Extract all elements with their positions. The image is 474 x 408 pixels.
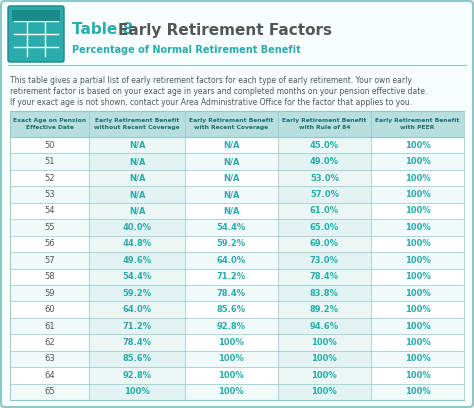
- Bar: [90, 219, 185, 236]
- Text: 100%: 100%: [311, 387, 337, 396]
- Text: N/A: N/A: [223, 157, 239, 166]
- Text: 89.2%: 89.2%: [310, 305, 339, 314]
- Text: 100%: 100%: [405, 190, 430, 199]
- Text: 100%: 100%: [405, 288, 430, 298]
- Bar: [10, 334, 464, 351]
- Bar: [90, 170, 185, 186]
- Text: 71.2%: 71.2%: [217, 272, 246, 281]
- Text: 100%: 100%: [405, 157, 430, 166]
- Text: 83.8%: 83.8%: [310, 288, 339, 298]
- Bar: [278, 351, 371, 367]
- Bar: [278, 252, 371, 268]
- Text: 59.2%: 59.2%: [217, 239, 246, 248]
- Bar: [90, 334, 185, 351]
- Text: 92.8%: 92.8%: [217, 322, 246, 330]
- Bar: [90, 367, 185, 384]
- Bar: [90, 318, 185, 334]
- Bar: [10, 318, 464, 334]
- Text: 53.0%: 53.0%: [310, 173, 339, 183]
- Text: Exact Age on Pension
Effective Date: Exact Age on Pension Effective Date: [13, 118, 86, 130]
- Text: 54: 54: [45, 206, 55, 215]
- Text: 45.0%: 45.0%: [310, 141, 339, 150]
- Text: N/A: N/A: [129, 157, 146, 166]
- Bar: [278, 318, 371, 334]
- Text: 64.0%: 64.0%: [123, 305, 152, 314]
- Text: 100%: 100%: [405, 387, 430, 396]
- Text: 61: 61: [45, 322, 55, 330]
- Text: 100%: 100%: [405, 256, 430, 265]
- Bar: [278, 367, 371, 384]
- Bar: [90, 203, 185, 219]
- Bar: [10, 351, 464, 367]
- Bar: [10, 186, 464, 203]
- Text: 100%: 100%: [405, 141, 430, 150]
- Text: 49.0%: 49.0%: [310, 157, 339, 166]
- Bar: [90, 236, 185, 252]
- Text: N/A: N/A: [129, 190, 146, 199]
- Text: 78.4%: 78.4%: [310, 272, 339, 281]
- Text: 100%: 100%: [405, 371, 430, 380]
- Bar: [10, 268, 464, 285]
- Text: 53: 53: [45, 190, 55, 199]
- Text: 54.4%: 54.4%: [122, 272, 152, 281]
- Text: 64.0%: 64.0%: [217, 256, 246, 265]
- Bar: [10, 302, 464, 318]
- Text: 50: 50: [45, 141, 55, 150]
- Bar: [10, 111, 464, 137]
- Text: 100%: 100%: [219, 387, 244, 396]
- Text: 57.0%: 57.0%: [310, 190, 339, 199]
- Text: 71.2%: 71.2%: [123, 322, 152, 330]
- Text: 100%: 100%: [405, 272, 430, 281]
- Text: N/A: N/A: [223, 173, 239, 183]
- Text: N/A: N/A: [223, 141, 239, 150]
- Text: Early Retirement Benefit
without Recent Coverage: Early Retirement Benefit without Recent …: [94, 118, 180, 130]
- Text: 100%: 100%: [219, 338, 244, 347]
- Text: 92.8%: 92.8%: [123, 371, 152, 380]
- Text: 100%: 100%: [405, 322, 430, 330]
- Text: 100%: 100%: [124, 387, 150, 396]
- Text: Early Retirement Benefit
with Recent Coverage: Early Retirement Benefit with Recent Cov…: [189, 118, 273, 130]
- Bar: [90, 252, 185, 268]
- Text: 55: 55: [45, 223, 55, 232]
- Bar: [12, 10, 60, 21]
- Bar: [10, 252, 464, 268]
- Text: 100%: 100%: [219, 355, 244, 364]
- Text: 100%: 100%: [311, 371, 337, 380]
- Text: Early Retirement Benefit
with Rule of 84: Early Retirement Benefit with Rule of 84: [282, 118, 366, 130]
- Bar: [278, 219, 371, 236]
- Bar: [278, 384, 371, 400]
- Bar: [278, 203, 371, 219]
- Text: 100%: 100%: [405, 355, 430, 364]
- Text: 52: 52: [45, 173, 55, 183]
- Text: 100%: 100%: [219, 371, 244, 380]
- Text: 100%: 100%: [405, 305, 430, 314]
- Text: 58: 58: [45, 272, 55, 281]
- Bar: [90, 186, 185, 203]
- Text: 69.0%: 69.0%: [310, 239, 339, 248]
- Bar: [278, 334, 371, 351]
- Text: 44.8%: 44.8%: [123, 239, 152, 248]
- Bar: [90, 268, 185, 285]
- Text: Early Retirement Factors: Early Retirement Factors: [118, 22, 332, 38]
- Text: 65.0%: 65.0%: [310, 223, 339, 232]
- Text: Early Retirement Benefit
with PEER: Early Retirement Benefit with PEER: [375, 118, 460, 130]
- Bar: [10, 170, 464, 186]
- Text: 61.0%: 61.0%: [310, 206, 339, 215]
- Text: 57: 57: [45, 256, 55, 265]
- Bar: [10, 219, 464, 236]
- Bar: [278, 153, 371, 170]
- Text: 78.4%: 78.4%: [217, 288, 246, 298]
- Text: Table 8: Table 8: [72, 22, 133, 38]
- Text: 54.4%: 54.4%: [217, 223, 246, 232]
- Bar: [90, 285, 185, 302]
- Bar: [90, 137, 185, 153]
- Bar: [90, 384, 185, 400]
- Bar: [278, 170, 371, 186]
- Text: 100%: 100%: [405, 206, 430, 215]
- Bar: [10, 384, 464, 400]
- Bar: [90, 302, 185, 318]
- Text: N/A: N/A: [129, 141, 146, 150]
- Bar: [10, 137, 464, 153]
- Text: 100%: 100%: [405, 338, 430, 347]
